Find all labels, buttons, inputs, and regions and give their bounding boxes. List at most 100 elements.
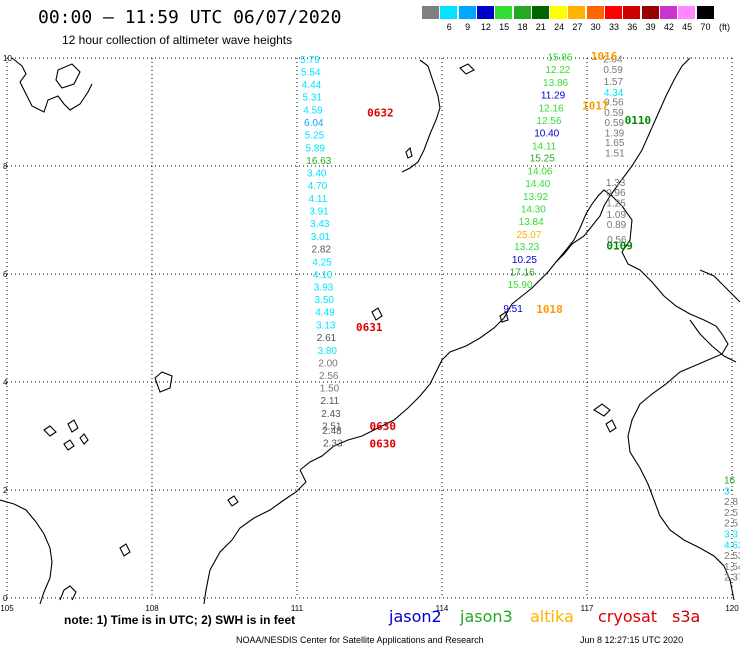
wave-height-value: 12.22 [545,65,570,76]
wave-height-value: 1.09 [607,210,627,221]
wave-height-value: 1.33 [606,178,626,189]
wave-height-value: 13.86 [543,78,568,89]
colorbar-label: 45 [682,22,693,32]
wave-height-value: 4.70 [308,181,328,192]
legend-altika: altika [530,607,574,626]
wave-height-value: 14.30 [521,204,546,215]
axis-labels: 105 108 111 114 117 120 0 2 4 6 8 10 [0,54,739,613]
lat-tick-label: 8 [3,162,8,171]
wave-height-value: 16 [724,476,736,487]
wave-height-value: 2.37 [724,573,740,584]
wave-height-value: 2.61 [317,333,337,344]
colorbar-swatch [623,6,641,19]
wave-height-value: 2.43 [321,409,341,420]
map-title: 00:00 – 11:59 UTC 06/07/2020 [38,7,342,28]
wave-height-value: 13.92 [523,192,548,203]
wave-height-value: 9.51 [503,304,523,315]
lon-tick-label: 117 [581,604,594,613]
pass-time: 0632 [367,106,394,119]
lat-tick-label: 2 [3,486,8,495]
colorbar-label: 24 [554,22,565,32]
lon-tick-label: 105 [0,604,14,613]
wave-height-value: 5.79 [300,55,320,66]
wave-height-value: 3.80 [318,346,338,357]
wave-height-value: 0.56 [604,98,624,109]
colorbar-swatch [513,6,531,19]
legend-jason2: jason2 [389,607,442,626]
wave-height-value: 1.25 [606,199,626,210]
wave-height-value: 17.16 [510,268,535,279]
colorbar-label: 9 [465,22,471,32]
colorbar-swatch [586,6,604,19]
wave-height-value: 2.56 [319,371,339,382]
wave-height-value: 1.57 [604,77,624,88]
wave-height-value: 16.63 [306,156,331,167]
wave-height-value: 2.8 [724,497,738,508]
credit-line: NOAA/NESDIS Center for Satellite Applica… [236,635,484,645]
wave-height-value: 10.25 [512,255,537,266]
lon-tick-label: 114 [436,604,449,613]
colorbar-swatch [641,6,659,19]
wave-height-value: 3.43 [310,219,330,230]
wave-height-value: 0.59 [604,108,624,119]
pass-time: 0109 [606,240,633,253]
footnote: note: 1) Time is in UTC; 2) SWH is in fe… [64,613,296,627]
wave-height-value: 0.89 [607,220,627,231]
wave-height-value: 5.31 [303,93,323,104]
wave-height-value: 12.16 [539,103,564,114]
pass-time: 0630 [370,437,397,450]
wave-height-value: 4.25 [312,257,332,268]
wave-height-value: 1.51 [605,148,625,159]
wave-height-value: 2.5 [724,508,738,519]
lon-tick-label: 108 [145,604,159,613]
colorbar-swatch [531,6,549,19]
lat-tick-label: 0 [3,594,8,603]
wave-height-value: 3 [724,486,730,497]
wave-height-value: 2.00 [318,358,338,369]
wave-height-labels: 5.795.544.445.314.596.045.255.8916.633.4… [300,53,740,584]
colorbar-label: 12 [480,22,491,32]
graticule [6,57,733,599]
wave-height-value: 14.40 [525,179,550,190]
wave-height-value: 13.84 [519,217,544,228]
wave-height-value: 15.25 [530,154,555,165]
wave-height-value: 6.04 [304,118,324,129]
wave-height-value: 4.63 [724,540,740,551]
colorbar-label: 30 [590,22,601,32]
pass-time: 0110 [625,114,652,127]
wave-height-value: 14.11 [532,141,557,152]
colorbar-label: 42 [663,22,674,32]
colorbar-swatch [495,6,513,19]
wave-height-value: 11.29 [541,91,566,102]
pass-time: 1017 [582,99,609,112]
wave-height-value: 3.93 [314,283,334,294]
coastline [0,57,740,605]
colorbar-swatch [678,6,696,19]
colorbar-swatch [605,6,622,19]
legend-s3a: s3a [672,607,701,626]
colorbar-swatch [550,6,568,19]
wave-height-value: 2.11 [321,396,340,407]
wave-height-value: 2.33 [323,438,343,449]
wave-height-value: 3.91 [309,207,329,218]
colorbar-label: 36 [627,22,638,32]
colorbar-swatch [568,6,586,19]
wave-height-value: 5.25 [305,130,325,141]
wave-height-value: 25.07 [516,230,541,241]
colorbar-label: 39 [645,22,656,32]
wave-height-value: 4.44 [302,80,322,91]
wave-height-value: 0.96 [606,188,626,199]
wave-height-value: 4.11 [309,194,328,205]
wave-height-value: 5.54 [301,67,321,78]
wave-height-value: 4.49 [315,308,335,319]
colorbar-swatch [440,6,458,19]
colorbar-swatch [659,6,677,19]
pass-time: 0631 [356,321,383,334]
colorbar-label: 21 [535,22,546,32]
wave-height-value: 2.51 [322,422,342,433]
wave-height-value: 2.04 [603,54,623,65]
wave-height-value: 3.50 [315,295,335,306]
lon-tick-label: 111 [291,604,304,613]
colorbar-label: 6 [446,22,452,32]
